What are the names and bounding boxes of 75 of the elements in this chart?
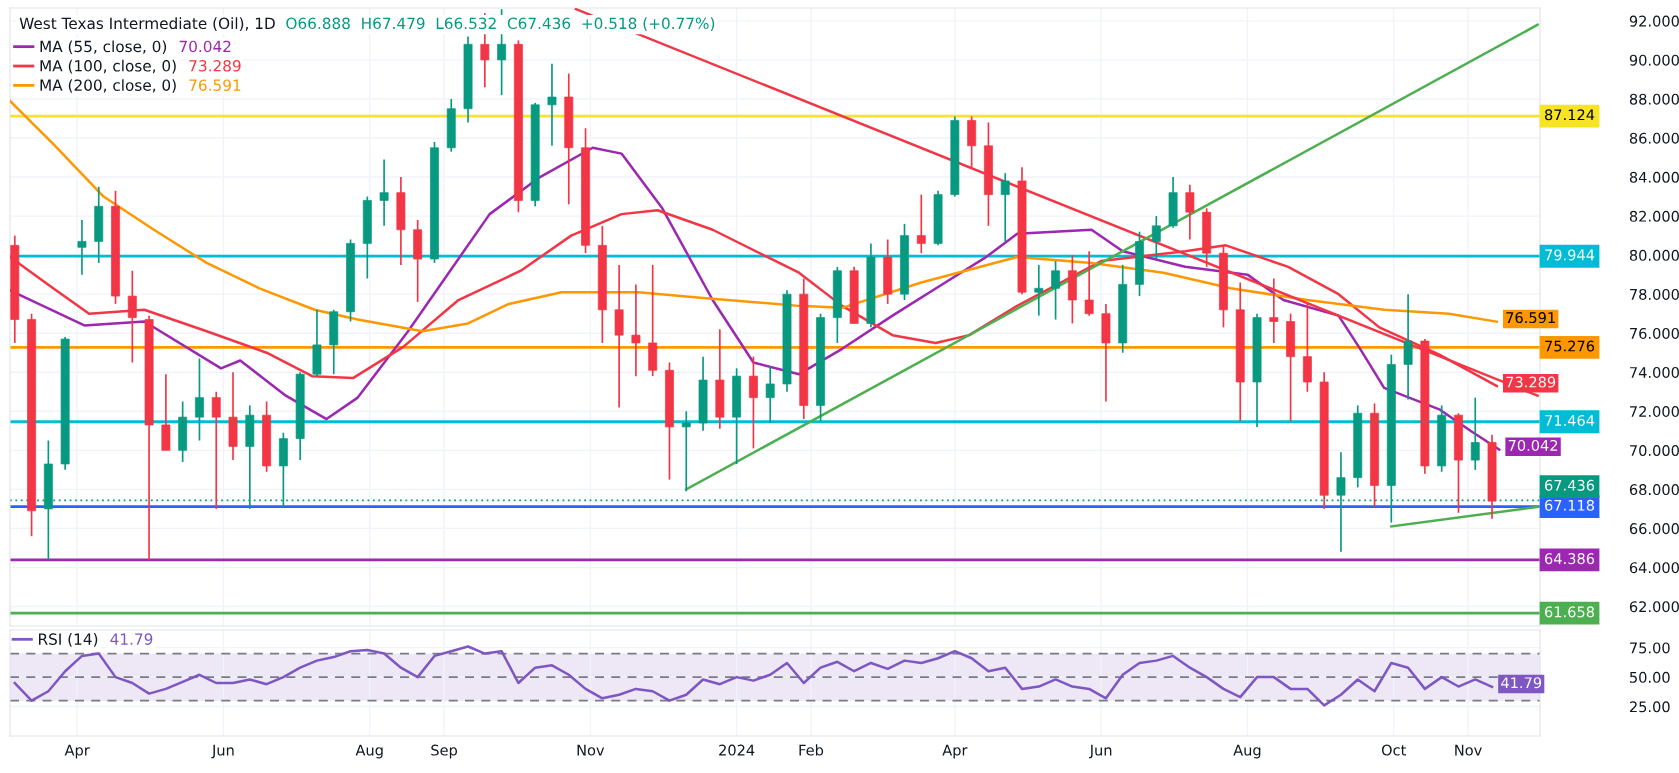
data-label: 73.289 xyxy=(1506,376,1556,388)
candlestick xyxy=(916,193,926,255)
y-tick-label: 84.000 xyxy=(1629,171,1679,183)
y-tick-label: 66.000 xyxy=(1629,523,1679,535)
text: 73.289 xyxy=(189,60,241,72)
ref-line-label: 67.436 xyxy=(1545,479,1595,491)
candlestick xyxy=(379,158,389,227)
candlestick xyxy=(547,62,557,147)
candlestick xyxy=(631,283,641,377)
x-tick-label: Nov xyxy=(577,744,605,756)
y-tick-label: 90.000 xyxy=(1629,54,1679,66)
ref-line-label: 87.124 xyxy=(1544,109,1595,121)
x-tick-label: Jun xyxy=(211,744,234,759)
x-tick-label: Oct xyxy=(1381,744,1406,756)
candlestick xyxy=(1000,172,1010,243)
legend-label: MA (55, close, 0) xyxy=(40,40,167,55)
candlestick xyxy=(1403,293,1413,401)
data-label: 41.79 xyxy=(1501,677,1542,689)
y-tick-label: 76.000 xyxy=(1630,327,1679,339)
candlestick xyxy=(765,365,775,424)
data-label: 76.591 xyxy=(1506,312,1555,324)
ref-line-label: 64.386 xyxy=(1545,553,1595,565)
candlestick xyxy=(1051,260,1061,321)
line-series xyxy=(10,99,1499,333)
y-tick-label: 82.000 xyxy=(1629,210,1679,222)
text: West Texas Intermediate (Oil), 1D xyxy=(19,17,275,31)
x-tick-label: Apr xyxy=(64,744,90,759)
ref-line-label: 67.118 xyxy=(1545,499,1595,511)
y-tick-label: 62.000 xyxy=(1629,601,1679,613)
x-tick-label: Apr xyxy=(942,744,968,759)
y-tick-label: 78.000 xyxy=(1630,288,1679,300)
x-tick-label: Jun xyxy=(1089,744,1112,759)
y-tick-label: 25.00 xyxy=(1629,701,1670,713)
x-tick-label: Feb xyxy=(799,744,824,756)
y-tick-label: 68.000 xyxy=(1629,484,1679,496)
candlestick xyxy=(211,390,221,510)
candlestick xyxy=(195,357,204,442)
x-tick-label: Nov xyxy=(1455,744,1482,756)
candlestick xyxy=(681,410,691,493)
ref-line-label: 75.276 xyxy=(1545,340,1595,352)
candlestick xyxy=(77,219,87,276)
y-tick-label: 70.000 xyxy=(1630,445,1679,457)
ref-line-label: 79.944 xyxy=(1545,249,1595,261)
candlestick xyxy=(1034,264,1044,317)
x-tick-label: Sep xyxy=(431,744,457,759)
ref-line-label: 61.658 xyxy=(1545,606,1595,618)
text: O66.888 H67.479 L66.532 C67.436 +0.518 (+0.77%) xyxy=(286,17,715,31)
y-tick-label: 72.000 xyxy=(1630,406,1679,418)
x-tick-label: 2024 xyxy=(719,744,755,756)
x-tick-label: Aug xyxy=(1233,744,1261,759)
x-tick-label: Aug xyxy=(355,744,383,759)
candlestick xyxy=(748,355,758,450)
y-tick-label: 86.000 xyxy=(1629,132,1679,144)
ref-line-label: 71.464 xyxy=(1545,414,1595,426)
y-tick-label: 80.000 xyxy=(1629,249,1679,261)
y-tick-label: 92.000 xyxy=(1629,15,1679,27)
candlestick xyxy=(1269,277,1279,344)
text: 41.79 xyxy=(110,633,153,645)
candlestick xyxy=(1151,215,1161,260)
y-tick-label: 50.00 xyxy=(1630,671,1670,683)
data-label: 70.042 xyxy=(1508,439,1558,451)
legend-label: MA (100, close, 0) xyxy=(40,59,176,74)
candlestick xyxy=(1084,250,1094,317)
candlestick xyxy=(127,269,137,364)
candlestick xyxy=(1470,396,1480,471)
y-tick-label: 75.00 xyxy=(1630,642,1670,654)
legend-label: RSI (14) xyxy=(39,633,98,647)
y-tick-label: 88.000 xyxy=(1629,93,1679,105)
y-tick-label: 74.000 xyxy=(1630,366,1679,378)
text: 70.042 xyxy=(179,40,231,53)
text: 76.591 xyxy=(189,79,241,91)
line-series xyxy=(13,645,1494,707)
candlestick xyxy=(1185,184,1195,241)
legend-label: MA (200, close, 0) xyxy=(40,79,176,93)
y-tick-label: 64.000 xyxy=(1629,562,1679,574)
